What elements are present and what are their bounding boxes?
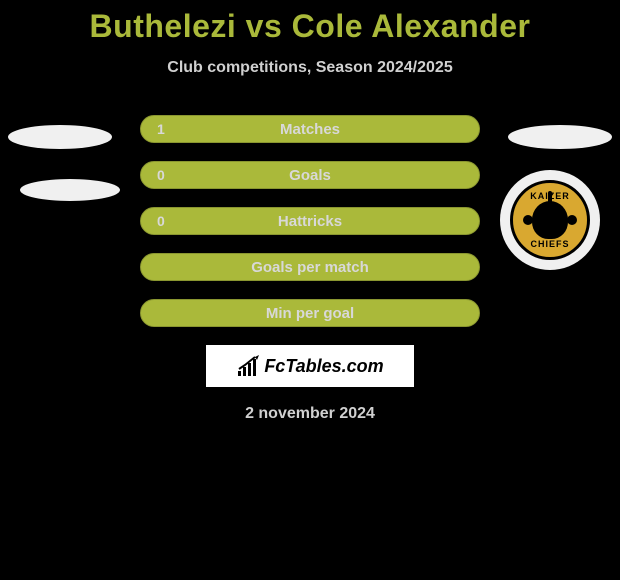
- comparison-title: Buthelezi vs Cole Alexander: [0, 0, 620, 45]
- stat-value: 1: [157, 121, 165, 137]
- stat-row-matches: 1 Matches: [0, 115, 620, 143]
- stat-value: 0: [157, 167, 165, 183]
- stat-label: Goals per match: [141, 259, 479, 276]
- stat-label: Min per goal: [141, 305, 479, 322]
- chart-icon: [236, 355, 264, 377]
- stat-label: Hattricks: [141, 213, 479, 230]
- stat-bar: Min per goal: [140, 299, 480, 327]
- stat-label: Goals: [141, 167, 479, 184]
- stat-bar: 0 Goals: [140, 161, 480, 189]
- stat-row-goals: 0 Goals: [0, 161, 620, 189]
- logo-text: FcTables.com: [264, 356, 383, 377]
- stat-bar: 1 Matches: [140, 115, 480, 143]
- stat-row-goals-per-match: Goals per match: [0, 253, 620, 281]
- date-label: 2 november 2024: [0, 405, 620, 423]
- subtitle: Club competitions, Season 2024/2025: [0, 59, 620, 77]
- stat-bar: Goals per match: [140, 253, 480, 281]
- stat-bar: 0 Hattricks: [140, 207, 480, 235]
- stats-container: 1 Matches 0 Goals 0 Hattricks Goals per …: [0, 115, 620, 327]
- site-logo: FcTables.com: [206, 345, 414, 387]
- stat-value: 0: [157, 213, 165, 229]
- stat-row-min-per-goal: Min per goal: [0, 299, 620, 327]
- stat-label: Matches: [141, 121, 479, 138]
- stat-row-hattricks: 0 Hattricks: [0, 207, 620, 235]
